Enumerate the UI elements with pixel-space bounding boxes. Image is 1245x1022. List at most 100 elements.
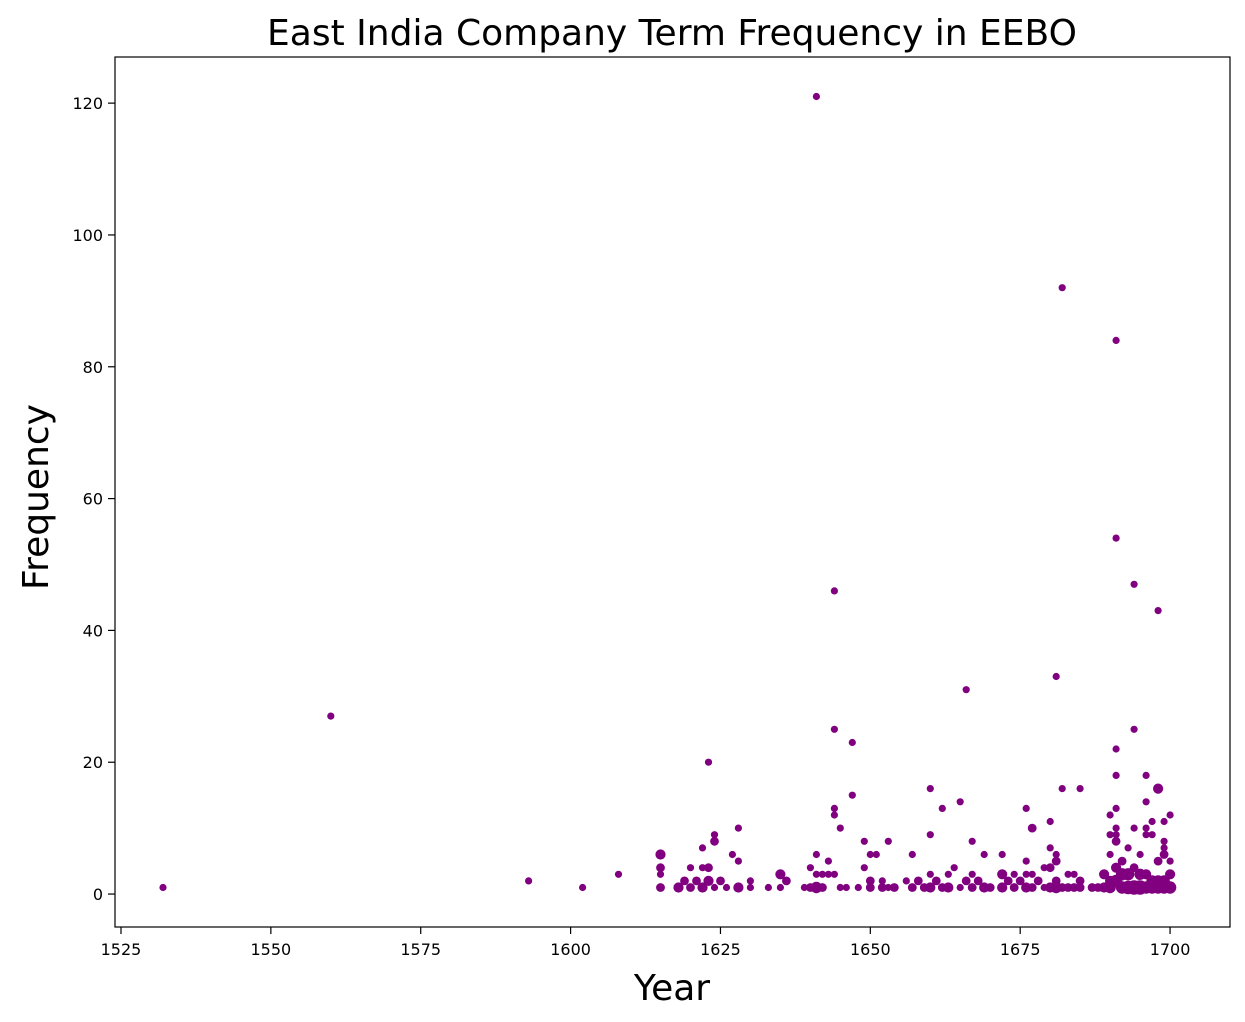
y-tick-label: 100 [72, 226, 103, 245]
data-point [1022, 804, 1030, 813]
data-point [1121, 868, 1135, 881]
data-point [1028, 870, 1036, 878]
data-point [1058, 785, 1066, 793]
data-point [1112, 824, 1120, 832]
data-point [1153, 783, 1164, 794]
data-point [1040, 864, 1048, 872]
data-point [962, 686, 970, 694]
data-point [1129, 863, 1139, 873]
data-point [860, 837, 868, 845]
data-point [692, 876, 701, 886]
data-point [1112, 336, 1120, 344]
data-point [1075, 883, 1085, 892]
data-point [812, 92, 821, 101]
data-point [884, 837, 892, 845]
data-point [1003, 876, 1013, 886]
data-point [944, 870, 952, 878]
data-point [848, 791, 856, 799]
data-point [1130, 725, 1138, 733]
y-tick-label: 20 [83, 753, 103, 772]
data-point [907, 883, 917, 892]
data-point [614, 870, 623, 878]
data-point [1130, 580, 1138, 588]
chart-title: East India Company Term Frequency in EEB… [267, 13, 1077, 54]
data-point [1142, 824, 1150, 832]
data-point [830, 804, 839, 813]
data-point [818, 883, 827, 892]
x-axis-ticks: 1525 1550 1575 1600 1625 1650 1675 1700 [101, 927, 1191, 959]
data-point [1160, 844, 1168, 852]
data-point [697, 882, 708, 893]
data-point [824, 870, 833, 878]
data-point [926, 870, 934, 878]
data-point [860, 864, 868, 872]
data-point [1142, 771, 1150, 780]
data-point [1010, 870, 1018, 878]
x-tick-label: 1550 [251, 940, 292, 959]
data-point [1027, 823, 1037, 833]
x-tick-label: 1525 [101, 940, 142, 959]
data-point [950, 864, 958, 872]
data-point [998, 850, 1006, 859]
data-point [997, 882, 1008, 893]
data-point [680, 876, 689, 886]
x-tick-label: 1700 [1150, 940, 1191, 959]
data-point [925, 882, 936, 893]
data-point [764, 883, 773, 892]
data-point [1112, 534, 1120, 542]
data-point [1106, 850, 1114, 859]
data-point [836, 824, 844, 832]
data-point [782, 876, 791, 886]
data-point [1027, 883, 1037, 892]
data-point [734, 857, 743, 865]
data-point [656, 883, 665, 892]
data-point [1022, 857, 1030, 865]
data-point [733, 882, 744, 893]
data-point [655, 849, 666, 860]
data-point [1117, 856, 1127, 866]
data-point [806, 864, 815, 872]
data-point [1022, 870, 1030, 878]
data-point [698, 864, 707, 872]
data-point [967, 883, 977, 892]
data-point [812, 850, 821, 859]
y-axis-label: Frequency [16, 404, 57, 590]
data-point [1153, 856, 1163, 866]
data-point [1142, 831, 1150, 839]
data-point [830, 587, 839, 595]
data-point [830, 725, 839, 733]
x-tick-label: 1575 [400, 940, 441, 959]
data-point [1124, 844, 1132, 852]
data-point [968, 837, 976, 845]
data-point [686, 883, 695, 892]
data-point [968, 870, 976, 878]
data-point [872, 850, 880, 859]
data-point [656, 863, 665, 873]
data-point [830, 870, 839, 878]
data-point [704, 863, 713, 873]
data-point [1166, 811, 1174, 819]
data-point [728, 850, 737, 859]
data-point [1130, 824, 1138, 832]
data-point [926, 785, 934, 793]
y-tick-label: 40 [83, 621, 103, 640]
data-point [1160, 817, 1168, 826]
data-point [1076, 785, 1084, 793]
data-point [1075, 876, 1085, 886]
data-point [985, 883, 995, 892]
data-point [1015, 876, 1025, 886]
data-point [842, 883, 850, 892]
data-point [865, 883, 875, 892]
y-tick-label: 120 [72, 94, 103, 113]
data-point [938, 804, 946, 813]
data-point [327, 712, 335, 720]
data-point [704, 758, 713, 766]
data-point [525, 877, 533, 885]
y-axis-ticks: 0 20 40 60 80 100 120 [72, 94, 115, 904]
data-point [1165, 869, 1176, 880]
x-tick-label: 1625 [700, 940, 741, 959]
data-point [1009, 883, 1019, 892]
data-point [722, 883, 731, 892]
data-point [1070, 870, 1078, 878]
